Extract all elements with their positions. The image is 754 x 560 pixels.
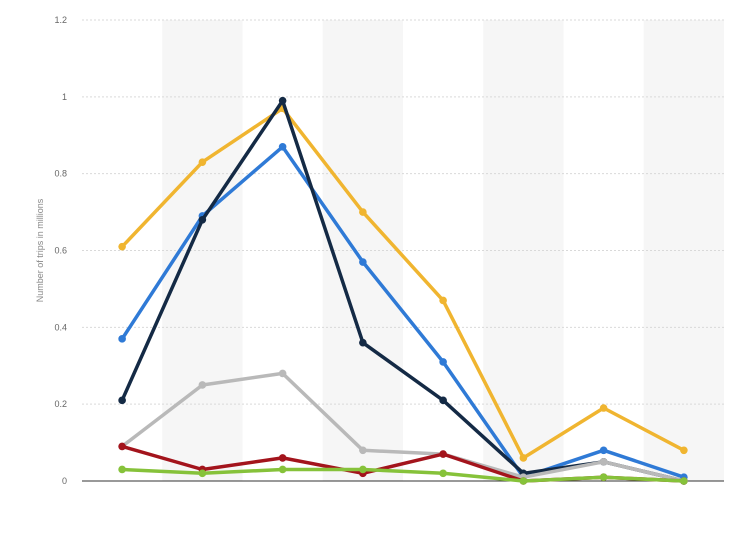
- data-point: [359, 208, 367, 216]
- data-point: [439, 296, 447, 305]
- y-tick-label: 0.8: [54, 169, 67, 179]
- data-point: [599, 446, 608, 455]
- data-point: [278, 454, 287, 462]
- data-point: [519, 454, 528, 462]
- data-point: [198, 158, 207, 166]
- y-tick-label: 0.6: [54, 246, 67, 256]
- y-axis-title: Number of trips in millions: [35, 198, 45, 302]
- data-point: [439, 450, 447, 458]
- data-point: [599, 404, 608, 412]
- data-point: [118, 242, 126, 251]
- data-point: [278, 369, 287, 378]
- series-line: [120, 145, 686, 479]
- y-tick-label: 0.2: [54, 399, 67, 409]
- gridlines: [82, 19, 724, 405]
- y-tick-label: 1: [62, 92, 67, 102]
- data-point: [118, 396, 126, 405]
- series-line: [120, 106, 686, 460]
- data-point: [599, 473, 608, 481]
- y-tick-label: 0: [62, 476, 67, 486]
- data-point: [680, 446, 688, 455]
- data-point: [359, 338, 367, 347]
- data-point: [278, 96, 287, 105]
- series-lines: [118, 96, 688, 485]
- y-tick-label: 0.4: [54, 322, 67, 332]
- series: [118, 104, 688, 462]
- series-line: [120, 371, 686, 483]
- data-point: [439, 358, 447, 366]
- data-point: [118, 335, 126, 343]
- data-point: [198, 381, 207, 389]
- y-tick-label: 1.2: [54, 15, 67, 25]
- data-point: [118, 465, 126, 474]
- data-point: [118, 442, 126, 451]
- series: [118, 465, 688, 485]
- data-point: [599, 457, 608, 466]
- data-point: [359, 465, 367, 474]
- data-point: [359, 258, 367, 266]
- data-point: [439, 469, 447, 478]
- data-point: [680, 477, 688, 485]
- data-point: [519, 477, 528, 485]
- data-point: [278, 142, 287, 151]
- series-line: [120, 467, 686, 483]
- data-point: [198, 215, 207, 224]
- y-axis-ticks: 0 0.2 0.4 0.6 0.8 1 1.2: [54, 15, 67, 486]
- data-point: [439, 396, 447, 405]
- data-point: [198, 469, 207, 478]
- data-point: [359, 446, 367, 455]
- data-point: [278, 465, 287, 474]
